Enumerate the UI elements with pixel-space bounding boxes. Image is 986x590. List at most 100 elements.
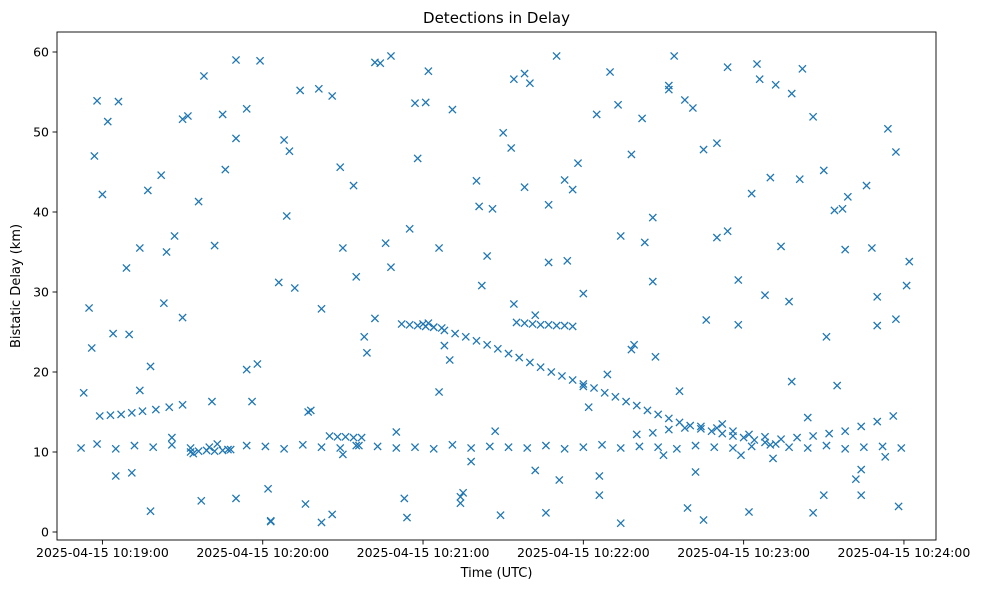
data-point [897, 443, 906, 453]
data-point [117, 410, 126, 419]
x-tick-label: 2025-04-15 10:19:00 [36, 545, 169, 560]
data-point [352, 441, 361, 450]
data-point [341, 432, 350, 441]
data-point [512, 318, 521, 327]
data-point [857, 491, 866, 500]
data-point [459, 488, 468, 497]
data-point [167, 433, 176, 442]
x-tick-label: 2025-04-15 10:20:00 [196, 545, 329, 560]
data-point [98, 190, 107, 199]
data-point [675, 387, 684, 396]
data-point [114, 97, 123, 106]
data-point [894, 502, 903, 511]
data-point [784, 297, 794, 306]
data-point [883, 124, 892, 133]
data-point [103, 117, 112, 126]
data-point [386, 51, 396, 61]
data-point [429, 444, 438, 453]
data-point [253, 359, 262, 369]
data-point [210, 241, 219, 250]
data-point [274, 278, 283, 287]
data-point [437, 323, 446, 333]
data-point [579, 443, 588, 452]
data-point [712, 423, 721, 433]
data-point [338, 450, 347, 459]
data-point [528, 319, 537, 329]
data-point [795, 175, 804, 184]
data-point [520, 319, 529, 328]
data-point [579, 382, 588, 391]
data-point [680, 95, 689, 105]
data-point [525, 79, 534, 88]
data-point [568, 185, 577, 194]
data-point [151, 405, 160, 414]
data-point [373, 442, 382, 451]
data-point [317, 443, 326, 452]
data-point [397, 319, 406, 329]
data-point [386, 263, 396, 272]
data-point [838, 204, 847, 213]
data-point [360, 332, 369, 341]
data-point [280, 135, 289, 145]
data-point [95, 411, 104, 421]
data-point [207, 397, 217, 406]
data-point [402, 513, 412, 522]
data-point [747, 189, 756, 198]
data-point [157, 171, 166, 180]
data-point [381, 239, 390, 248]
data-point [552, 321, 561, 330]
data-point [328, 91, 337, 101]
data-point [760, 291, 770, 300]
data-point [445, 355, 454, 365]
data-point [696, 424, 705, 433]
data-point [841, 427, 850, 436]
x-tick-label: 2025-04-15 10:22:00 [517, 545, 650, 560]
data-point [186, 443, 195, 453]
data-point [349, 433, 358, 442]
data-point [830, 206, 839, 215]
data-point [664, 414, 673, 423]
data-point [410, 443, 420, 452]
data-point [125, 330, 134, 339]
data-point [589, 383, 599, 393]
data-point [766, 440, 775, 449]
data-point [405, 224, 414, 233]
data-point [477, 281, 486, 290]
data-point [699, 515, 708, 525]
data-point [536, 363, 545, 372]
data-point [491, 427, 500, 436]
data-point [712, 233, 721, 242]
data-point [881, 452, 890, 461]
data-point [822, 332, 831, 341]
data-point [255, 56, 265, 65]
data-point [242, 441, 251, 450]
data-point [680, 423, 689, 433]
data-point [507, 143, 516, 153]
data-point [122, 263, 131, 273]
data-point [333, 432, 342, 441]
data-point [560, 444, 569, 453]
data-point [285, 147, 294, 156]
data-point [878, 442, 887, 451]
data-point [138, 407, 147, 416]
data-point [664, 85, 673, 94]
data-point [317, 518, 326, 527]
data-point [632, 401, 641, 410]
data-point [851, 475, 860, 484]
data-point [552, 51, 561, 61]
data-point [891, 147, 900, 157]
data-point [472, 176, 481, 185]
data-point [809, 112, 818, 121]
data-point [127, 408, 136, 417]
data-point [467, 457, 476, 466]
data-point [266, 516, 275, 525]
data-point [723, 227, 732, 236]
data-point [541, 508, 550, 517]
data-point [485, 442, 494, 451]
data-point [413, 154, 422, 163]
data-point [541, 441, 550, 450]
data-point [451, 329, 460, 338]
data-point [651, 352, 660, 361]
data-point [231, 55, 241, 65]
